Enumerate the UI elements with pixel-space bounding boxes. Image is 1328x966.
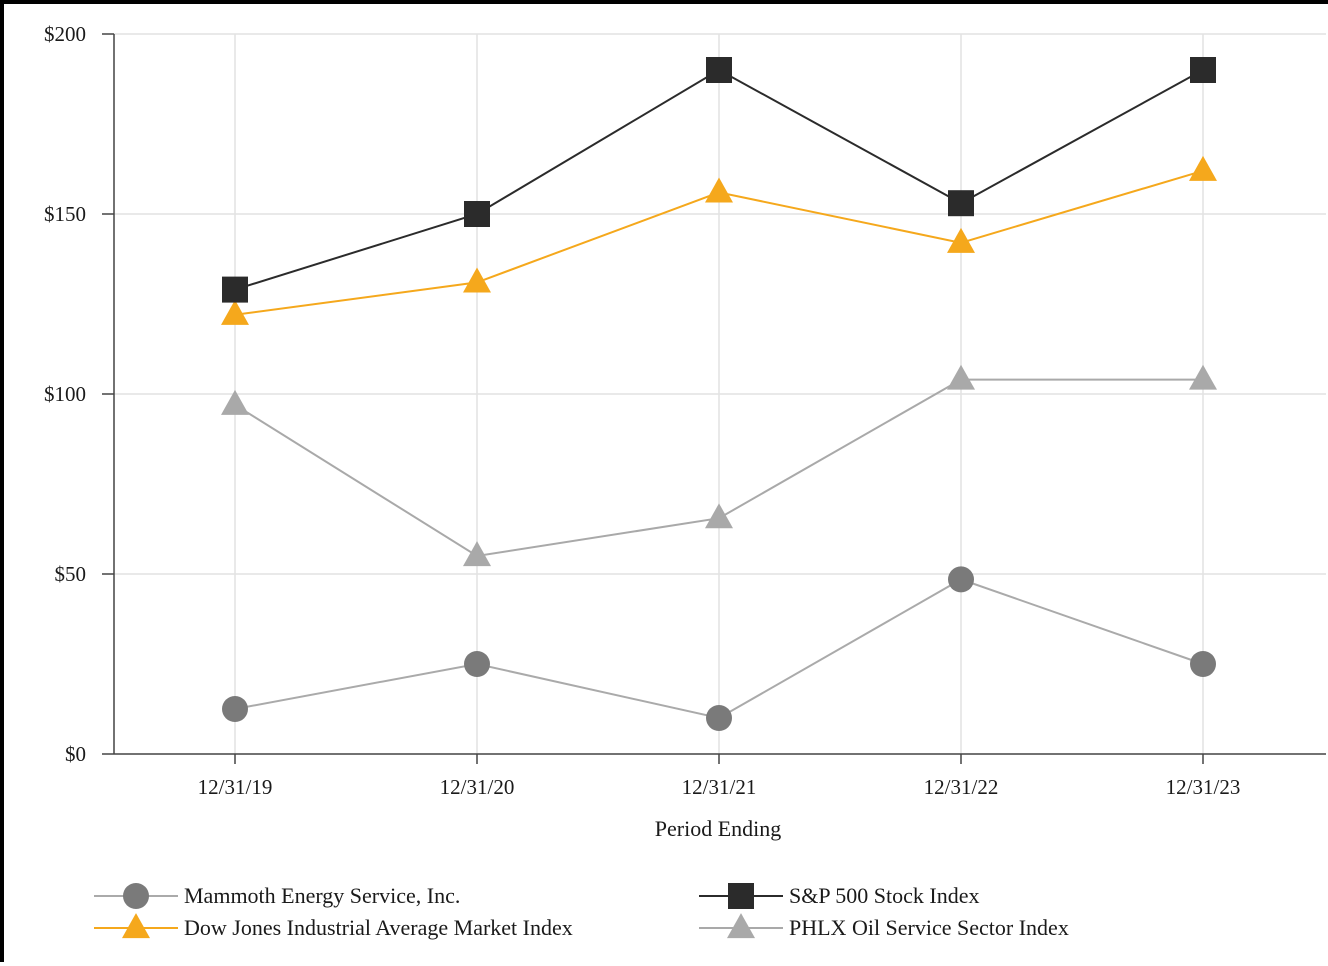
data-point [947, 364, 975, 390]
legend: Mammoth Energy Service, Inc. S&P 500 Stoc… [94, 883, 1069, 940]
data-point [222, 696, 248, 722]
x-axis-title: Period Ending [655, 816, 782, 841]
y-tick-label: $0 [65, 742, 86, 766]
data-point [221, 299, 249, 325]
data-point [947, 227, 975, 253]
data-point [948, 190, 974, 217]
data-point [463, 267, 491, 293]
line-chart: $0 $50 $100 $150 $200 12/31/19 12/31/20 12/31/2… [44, 22, 1326, 940]
legend-label: Mammoth Energy Service, Inc. [184, 883, 460, 908]
series-1 [222, 57, 1216, 303]
data-point [463, 541, 491, 567]
series-0 [222, 566, 1216, 731]
y-tick-label: $150 [44, 202, 86, 226]
y-tick-label: $100 [44, 382, 86, 406]
legend-label: PHLX Oil Service Sector Index [789, 915, 1069, 940]
data-point [1190, 57, 1216, 83]
series-3 [221, 364, 1217, 567]
grid [114, 33, 1326, 754]
data-point [222, 276, 248, 303]
data-point [1189, 364, 1217, 390]
legend-marker [728, 883, 754, 909]
data-point [705, 177, 733, 203]
axes: $0 $50 $100 $150 $200 12/31/19 12/31/20 12/31/2… [44, 22, 1326, 799]
y-tick-label: $50 [55, 562, 87, 586]
x-tick-label: 12/31/22 [924, 775, 999, 799]
data-point [1190, 651, 1216, 677]
series-2 [221, 155, 1217, 325]
data-point [1189, 155, 1217, 181]
data-point [705, 503, 733, 529]
data-point [464, 651, 490, 677]
legend-label: S&P 500 Stock Index [789, 883, 979, 908]
legend-item: Mammoth Energy Service, Inc. [94, 883, 460, 909]
x-tick-label: 12/31/20 [440, 775, 515, 799]
legend-item: S&P 500 Stock Index [699, 883, 979, 909]
data-point [706, 57, 732, 83]
y-tick-label: $200 [44, 22, 86, 46]
data-point [706, 705, 732, 731]
x-tick-label: 12/31/23 [1166, 775, 1241, 799]
series-layer [221, 57, 1217, 731]
legend-item: Dow Jones Industrial Average Market Inde… [94, 913, 573, 940]
legend-label: Dow Jones Industrial Average Market Inde… [184, 915, 573, 940]
x-tick-label: 12/31/19 [198, 775, 273, 799]
legend-marker [122, 913, 150, 939]
data-point [221, 389, 249, 415]
legend-marker [123, 883, 149, 909]
legend-marker [727, 913, 755, 939]
data-point [948, 566, 974, 593]
x-tick-label: 12/31/21 [682, 775, 757, 799]
legend-item: PHLX Oil Service Sector Index [699, 913, 1069, 940]
data-point [464, 201, 490, 227]
